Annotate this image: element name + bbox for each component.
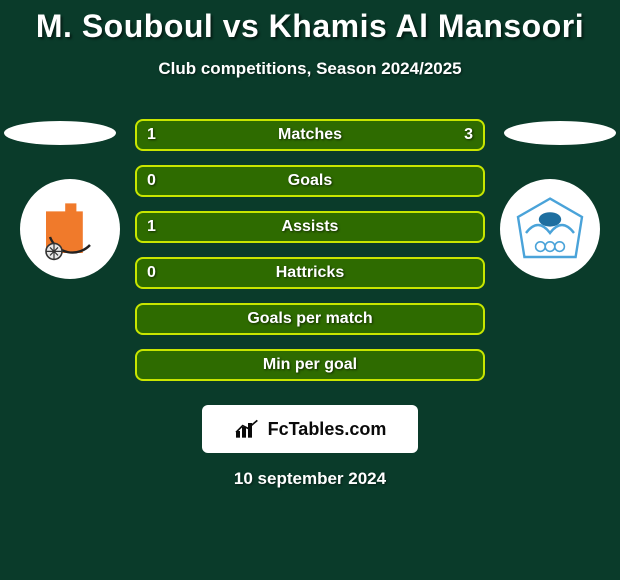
stat-value-left: 1 bbox=[147, 218, 156, 236]
stat-row: Assists 1 bbox=[135, 211, 485, 243]
club-logo-left-icon bbox=[30, 189, 110, 269]
stat-row: Matches 1 3 bbox=[135, 119, 485, 151]
stat-label: Matches bbox=[278, 126, 342, 144]
subtitle: Club competitions, Season 2024/2025 bbox=[0, 59, 620, 79]
page-title: M. Souboul vs Khamis Al Mansoori bbox=[0, 0, 620, 45]
comparison-card: M. Souboul vs Khamis Al Mansoori Club co… bbox=[0, 0, 620, 580]
footer-logo: FcTables.com bbox=[202, 405, 418, 453]
stat-value-right: 3 bbox=[464, 126, 473, 144]
stat-label: Assists bbox=[282, 218, 339, 236]
date-text: 10 september 2024 bbox=[0, 469, 620, 489]
fctables-icon bbox=[234, 419, 262, 439]
flag-left bbox=[4, 121, 116, 145]
stat-bars: Matches 1 3 Goals 0 Assists 1 Hattricks 0 Goals p… bbox=[135, 119, 485, 381]
stat-label: Goals bbox=[288, 172, 332, 190]
stat-fill-right bbox=[224, 121, 484, 149]
flag-right bbox=[504, 121, 616, 145]
stat-label: Hattricks bbox=[276, 264, 344, 282]
club-logo-right-icon bbox=[510, 189, 590, 269]
stat-label: Min per goal bbox=[263, 356, 357, 374]
stat-label: Goals per match bbox=[247, 310, 372, 328]
footer-logo-text: FcTables.com bbox=[268, 419, 387, 440]
stat-row: Min per goal bbox=[135, 349, 485, 381]
stat-value-left: 0 bbox=[147, 172, 156, 190]
club-badge-left bbox=[20, 179, 120, 279]
compare-area: Matches 1 3 Goals 0 Assists 1 Hattricks 0 Goals p… bbox=[0, 119, 620, 389]
stat-value-left: 1 bbox=[147, 126, 156, 144]
stat-value-left: 0 bbox=[147, 264, 156, 282]
stat-row: Hattricks 0 bbox=[135, 257, 485, 289]
club-badge-right bbox=[500, 179, 600, 279]
stat-row: Goals 0 bbox=[135, 165, 485, 197]
stat-row: Goals per match bbox=[135, 303, 485, 335]
